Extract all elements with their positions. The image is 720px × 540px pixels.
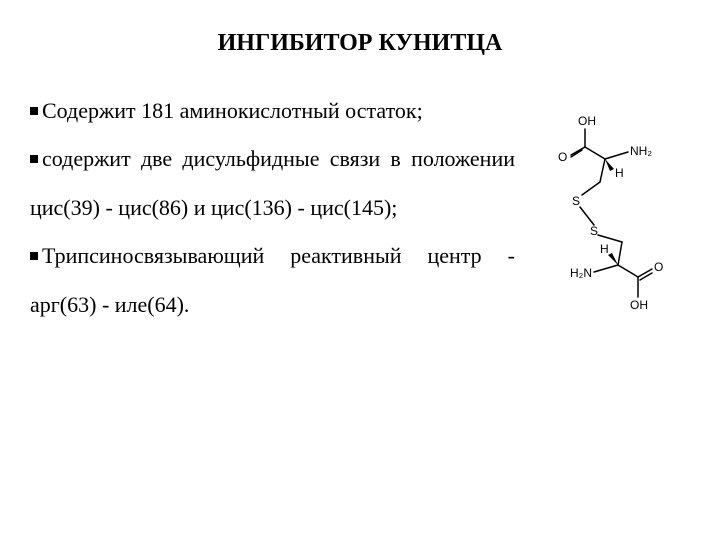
bullet-icon: [30, 155, 38, 163]
text-column: Содержит 181 аминокислотный остаток; сод…: [30, 87, 530, 332]
bullet-text-3: Трипсиносвязывающий реактивный центр - а…: [30, 243, 515, 316]
label-o-top: O: [558, 150, 567, 164]
molecule-diagram: OH O NH₂ H S S H H₂N O OH: [530, 87, 690, 332]
label-o-bot: O: [654, 260, 663, 274]
label-nh2-top: NH₂: [630, 144, 652, 158]
bullet-icon: [30, 252, 38, 260]
bullet-item-3: Трипсиносвязывающий реактивный центр - а…: [30, 232, 515, 329]
label-h2n-bot: H₂N: [570, 266, 592, 280]
page-title: ИНГИБИТОР КУНИТЦА: [0, 0, 720, 87]
content-row: Содержит 181 аминокислотный остаток; сод…: [0, 87, 720, 332]
bullet-item-1: Содержит 181 аминокислотный остаток;: [30, 87, 515, 135]
bullet-text-2: содержит две дисульфидные связи в положе…: [30, 146, 515, 219]
bullet-icon: [30, 107, 38, 115]
label-s-top: S: [572, 194, 580, 208]
label-s-bot: S: [590, 224, 598, 238]
label-oh-bot: OH: [630, 298, 648, 312]
label-h-top: H: [615, 166, 624, 180]
bullet-item-2: содержит две дисульфидные связи в положе…: [30, 135, 515, 232]
cystine-structure-icon: OH O NH₂ H S S H H₂N O OH: [530, 107, 690, 327]
label-h-bot: H: [600, 242, 609, 256]
bullet-text-1: Содержит 181 аминокислотный остаток;: [42, 98, 423, 123]
label-oh-top: OH: [578, 114, 596, 128]
